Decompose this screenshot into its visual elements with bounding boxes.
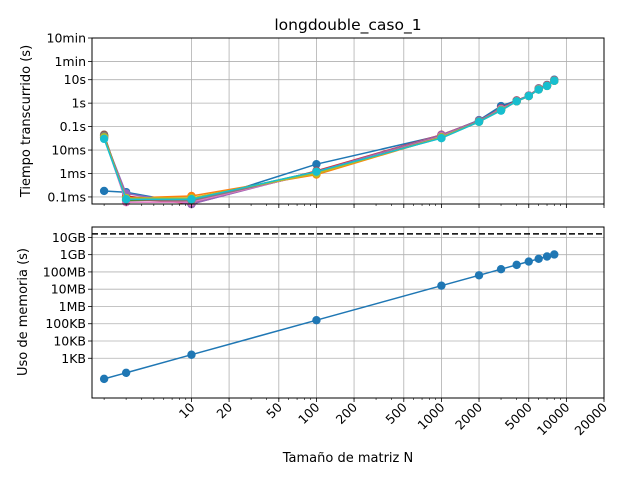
time-ytick-label: 0.1ms — [47, 189, 86, 204]
memory-data-point — [121, 368, 131, 378]
time-data-point — [496, 106, 506, 115]
memory-ytick-label: 1MB — [59, 299, 86, 314]
time-ytick-label: 10ms — [51, 143, 86, 158]
memory-grid — [92, 227, 605, 398]
time-ticks: 0.1ms 1ms 10ms 0.1s 1s 10s 1min 10min — [47, 31, 605, 208]
time-data-point — [534, 85, 543, 94]
x-axis-label: Tamaño de matriz N — [282, 451, 413, 466]
memory-ytick-label: 10GB — [52, 230, 86, 245]
memory-xtick-label: 100 — [295, 399, 323, 427]
memory-data-point — [550, 250, 559, 259]
time-ytick-label: 1ms — [59, 166, 86, 181]
time-ytick-label: 1s — [72, 96, 86, 111]
time-series-line — [103, 80, 555, 199]
time-data-point — [312, 159, 321, 169]
time-data-point — [99, 134, 109, 144]
time-series-line — [103, 79, 555, 205]
memory-xtick-label: 200 — [333, 399, 361, 427]
memory-data-point — [524, 257, 533, 266]
time-ytick-label: 10s — [64, 72, 86, 87]
time-series — [99, 75, 559, 209]
memory-xtick-label: 10 — [176, 399, 198, 421]
time-series-line — [103, 80, 555, 200]
memory-xtick-label: 20 — [213, 399, 235, 421]
time-data-point — [312, 167, 321, 176]
memory-ylabel: Uso de memoria (s) — [16, 248, 31, 376]
time-data-point — [121, 195, 131, 204]
memory-ytick-label: 100MB — [43, 264, 86, 279]
memory-data-point — [187, 350, 196, 359]
memory-ytick-label: 1GB — [60, 247, 86, 262]
memory-data-point — [437, 281, 446, 290]
memory-ytick-label: 100KB — [45, 316, 86, 331]
time-series-line — [103, 80, 555, 202]
time-data-point — [474, 117, 484, 127]
memory-series-line — [103, 253, 555, 380]
time-ytick-label: 0.1s — [60, 119, 86, 134]
memory-data-point — [474, 271, 484, 280]
memory-xtick-label: 20000 — [571, 399, 610, 438]
memory-data-point — [534, 254, 543, 264]
time-data-point — [550, 76, 559, 85]
memory-xtick-label: 10000 — [534, 399, 573, 438]
time-series-line — [103, 80, 555, 199]
memory-series — [99, 250, 559, 384]
memory-xtick-label: 5000 — [502, 399, 535, 432]
time-series-line — [103, 79, 555, 205]
time-series-line — [103, 79, 555, 203]
chart-title: longdouble_caso_1 — [274, 16, 421, 35]
time-data-point — [187, 195, 196, 204]
time-panel: 0.1ms 1ms 10ms 0.1s 1s 10s 1min 10min Tiempo tr… — [19, 31, 605, 209]
memory-axes-frame — [91, 226, 605, 399]
time-series-line — [103, 79, 555, 203]
time-ytick-label: 1min — [54, 54, 86, 69]
memory-xtick-label: 2000 — [452, 399, 485, 432]
time-data-point — [99, 186, 109, 196]
memory-data-point — [312, 316, 321, 325]
time-data-point — [512, 97, 521, 106]
time-ytick-label: 10min — [47, 31, 86, 46]
memory-xtick-label: 50 — [263, 399, 285, 421]
memory-data-point — [542, 252, 552, 261]
memory-xtick-label: 500 — [382, 399, 410, 427]
memory-ytick-label: 10MB — [51, 282, 86, 297]
time-data-point — [542, 81, 552, 91]
memory-data-point — [496, 264, 506, 274]
time-axes-frame — [91, 37, 605, 205]
time-grid — [92, 37, 605, 204]
time-ylabel: Tiempo transcurrido (s) — [19, 45, 34, 198]
time-series-line — [104, 79, 555, 205]
memory-ytick-label: 1KB — [61, 351, 86, 366]
time-data-point — [524, 91, 533, 101]
time-data-point — [437, 133, 446, 143]
memory-ytick-label: 10KB — [53, 334, 86, 349]
memory-xtick-label: 1000 — [414, 399, 447, 432]
memory-data-point — [512, 260, 521, 270]
time-series-line — [103, 80, 555, 202]
memory-data-point — [99, 374, 109, 384]
